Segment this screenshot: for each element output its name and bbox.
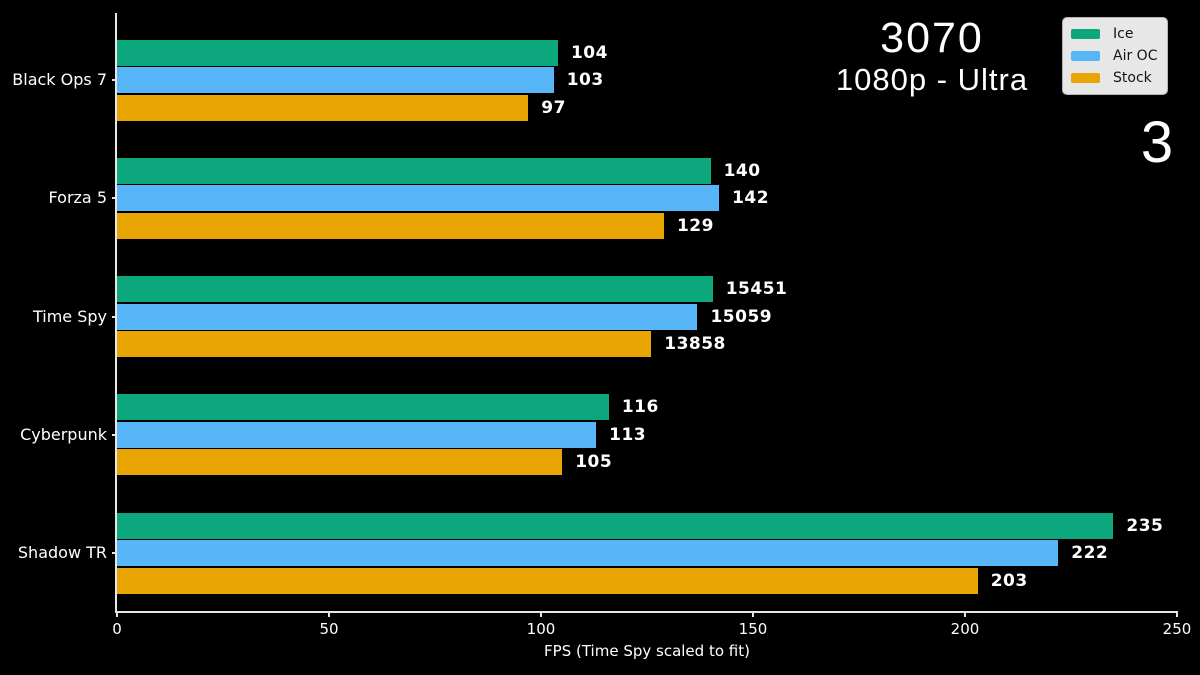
title-resolution-preset: 1080p - Ultra: [835, 62, 1029, 97]
bar-value-label: 116: [621, 397, 659, 418]
legend-item-ice: Ice: [1071, 23, 1159, 45]
bar-track: 113: [117, 421, 1177, 448]
bar-value-label: 113: [609, 424, 647, 445]
bar-value-label: 222: [1071, 543, 1109, 564]
chart-title: 3070 1080p - Ultra: [772, 14, 1092, 98]
bar-track: 116: [117, 394, 1177, 421]
bar-air-oc: [117, 67, 554, 93]
bar-air-oc: [117, 421, 597, 448]
y-axis-tick: [112, 552, 117, 555]
bar-track: 222: [117, 540, 1177, 567]
category-label: Forza 5: [48, 188, 107, 208]
legend-swatch-icon: [1071, 73, 1100, 83]
bar-value-label: 97: [541, 97, 566, 118]
bar-group: 140 142 129: [117, 157, 1177, 239]
bar-group: 235 222 203: [117, 512, 1177, 594]
bar-value-label: 203: [990, 570, 1028, 591]
bar-value-label: 15451: [725, 279, 788, 300]
bar-stock: [117, 94, 529, 121]
bar-air-oc: [117, 303, 698, 330]
bar-stock: [117, 331, 652, 358]
y-axis-tick: [112, 79, 117, 81]
bar-value-label: 13858: [664, 334, 726, 355]
x-axis-tick: [540, 611, 542, 617]
x-axis-label: FPS (Time Spy scaled to fit): [544, 642, 750, 660]
x-axis-tick-label: 100: [526, 620, 556, 638]
x-axis-tick: [116, 611, 118, 617]
legend-label: Air OC: [1113, 48, 1158, 64]
bar-air-oc: [117, 540, 1059, 567]
bar-value-label: 235: [1126, 515, 1164, 536]
x-axis-tick-label: 250: [1162, 620, 1192, 638]
bar-ice: [117, 157, 711, 184]
bar-air-oc: [117, 185, 720, 212]
bar-value-label: 104: [570, 42, 608, 63]
bar-track: 13858: [117, 331, 1177, 358]
legend-item-stock: Stock: [1071, 67, 1159, 89]
bar-stock: [117, 567, 978, 594]
legend-label: Ice: [1113, 26, 1134, 42]
legend-label: Stock: [1113, 70, 1152, 86]
y-axis-tick: [112, 197, 117, 200]
legend: Ice Air OC Stock: [1062, 17, 1168, 95]
bar-track: 235: [117, 512, 1177, 539]
y-axis-tick: [112, 315, 117, 318]
bar-ice: [117, 512, 1114, 539]
bar-group: 15451 15059 13858: [117, 276, 1177, 358]
legend-swatch-icon: [1071, 29, 1100, 39]
category-label: Cyberpunk: [20, 424, 107, 444]
bar-track: 129: [117, 212, 1177, 239]
slide-number: 3: [1140, 110, 1174, 175]
bar-stock: [117, 449, 563, 476]
bar-ice: [117, 276, 713, 303]
bar-track: 15451: [117, 276, 1177, 303]
x-axis-tick: [964, 611, 966, 617]
x-axis-tick-label: 150: [738, 620, 768, 638]
bar-track: 97: [117, 94, 1177, 121]
x-axis-tick-label: 0: [112, 620, 122, 638]
bar-track: 203: [117, 567, 1177, 594]
category-label: Time Spy: [32, 306, 107, 326]
bar-group: 104 103 97: [117, 39, 1177, 121]
x-axis-tick-label: 200: [950, 620, 980, 638]
category-label: Black Ops 7: [12, 70, 107, 89]
title-gpu: 3070: [880, 14, 984, 62]
bar-stock: [117, 212, 664, 239]
bar-group: 116 113 105: [117, 394, 1177, 476]
x-axis-tick: [1176, 611, 1178, 617]
bar-value-label: 105: [575, 452, 613, 473]
bar-value-label: 140: [723, 160, 761, 181]
y-axis-tick: [112, 433, 117, 436]
category-label: Shadow TR: [17, 543, 107, 563]
bar-track: 103: [117, 67, 1177, 93]
bar-value-label: 142: [732, 188, 770, 209]
bar-value-label: 103: [566, 70, 604, 90]
bar-ice: [117, 394, 609, 421]
bar-track: 142: [117, 185, 1177, 212]
legend-item-air-oc: Air OC: [1071, 45, 1159, 67]
bar-track: 140: [117, 157, 1177, 184]
bar-track: 104: [117, 39, 1177, 66]
bar-track: 15059: [117, 303, 1177, 330]
x-axis-tick-label: 50: [319, 620, 339, 638]
bar-track: 105: [117, 449, 1177, 476]
x-axis-tick: [752, 611, 754, 617]
plot-area: 104 103 97 Black Ops 7 140 142 129 Forza 5 15451…: [12, 13, 1191, 660]
x-axis-tick: [328, 611, 330, 617]
bar-value-label: 129: [676, 215, 714, 236]
legend-swatch-icon: [1071, 51, 1100, 61]
bar-value-label: 15059: [710, 306, 773, 327]
bar-ice: [117, 39, 558, 66]
